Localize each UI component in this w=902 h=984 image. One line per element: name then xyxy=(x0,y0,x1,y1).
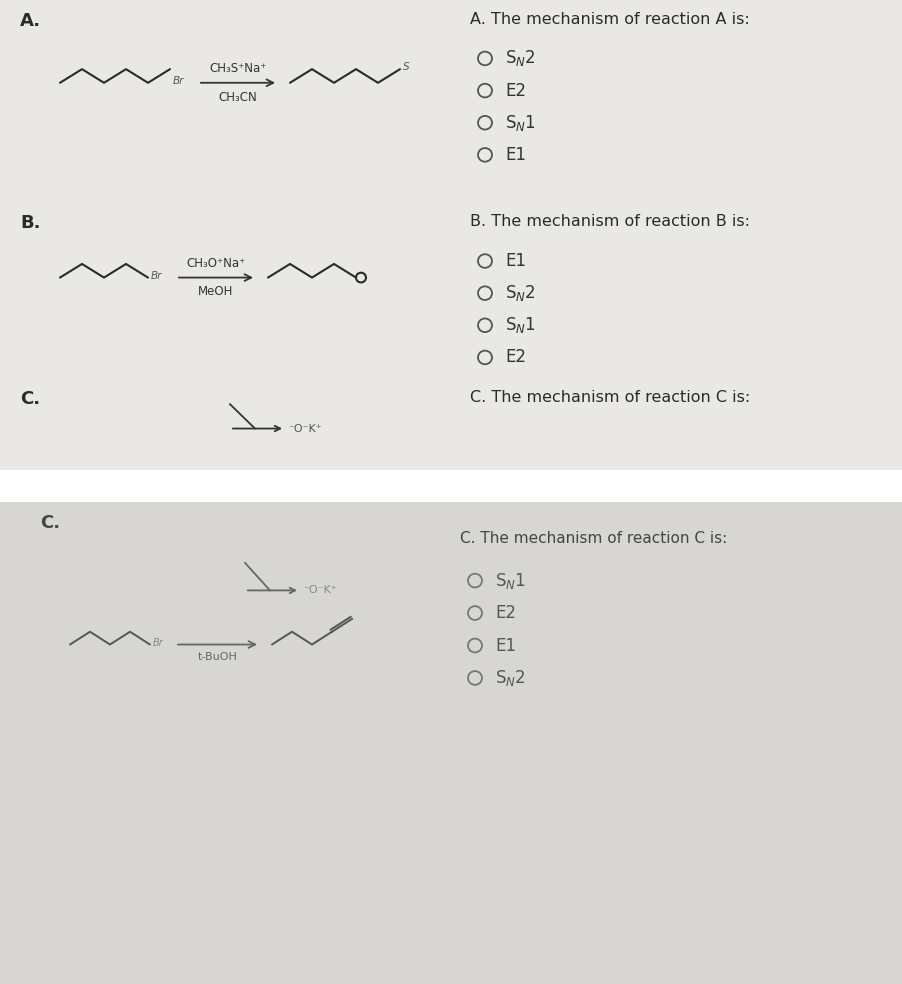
Text: E2: E2 xyxy=(495,604,516,622)
Text: S$_N$2: S$_N$2 xyxy=(505,283,536,303)
Bar xyxy=(460,470,902,477)
Text: CH₃CN: CH₃CN xyxy=(218,91,257,103)
Text: CH₃O⁺Na⁺: CH₃O⁺Na⁺ xyxy=(187,257,245,270)
Text: A. The mechanism of reaction A is:: A. The mechanism of reaction A is: xyxy=(470,12,750,27)
Text: C. The mechanism of reaction C is:: C. The mechanism of reaction C is: xyxy=(470,390,750,404)
Text: E2: E2 xyxy=(505,348,526,366)
Text: ⁻O⁻K⁺: ⁻O⁻K⁺ xyxy=(303,585,336,595)
Text: S: S xyxy=(403,62,410,72)
Text: S$_N$1: S$_N$1 xyxy=(505,113,536,133)
Text: Br: Br xyxy=(151,271,162,280)
Text: S$_N$2: S$_N$2 xyxy=(505,48,536,69)
Text: C.: C. xyxy=(20,390,40,407)
Text: S$_N$1: S$_N$1 xyxy=(505,315,536,336)
Text: E1: E1 xyxy=(505,252,526,270)
Text: B.: B. xyxy=(20,215,41,232)
Text: S$_N$2: S$_N$2 xyxy=(495,668,526,688)
Text: Br: Br xyxy=(173,76,184,86)
Text: Br: Br xyxy=(153,638,164,647)
Text: E1: E1 xyxy=(495,637,516,654)
Text: A.: A. xyxy=(20,12,41,30)
Text: CH₃S⁺Na⁺: CH₃S⁺Na⁺ xyxy=(209,62,267,75)
Text: E1: E1 xyxy=(505,146,526,164)
Text: S$_N$1: S$_N$1 xyxy=(495,571,526,590)
Text: ⁻O⁻K⁺: ⁻O⁻K⁺ xyxy=(288,423,322,434)
Text: B. The mechanism of reaction B is:: B. The mechanism of reaction B is: xyxy=(470,215,750,229)
Text: C.: C. xyxy=(40,514,60,531)
Text: E2: E2 xyxy=(505,82,526,99)
Text: t-BuOH: t-BuOH xyxy=(198,652,237,662)
Text: C. The mechanism of reaction C is:: C. The mechanism of reaction C is: xyxy=(460,531,727,546)
Text: MeOH: MeOH xyxy=(198,285,234,298)
